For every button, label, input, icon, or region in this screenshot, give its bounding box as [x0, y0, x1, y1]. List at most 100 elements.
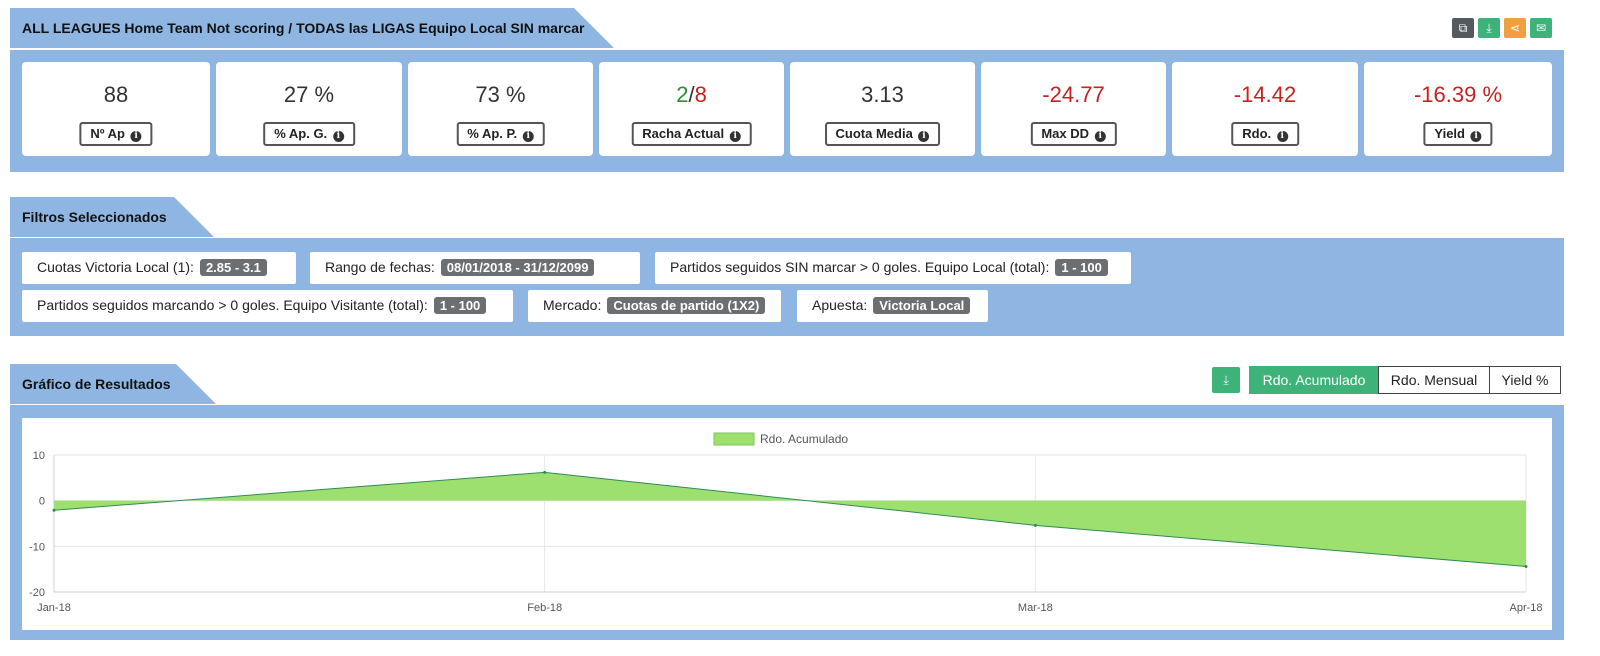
- data-point: [52, 508, 56, 512]
- email-button[interactable]: ✉: [1530, 18, 1552, 38]
- stat-card-cuota-media: 3.13 Cuota Media i: [790, 62, 975, 156]
- y-tick-label: -20: [29, 587, 45, 599]
- filters-panel: Cuotas Victoria Local (1): 2.85 - 3.1 Ran…: [10, 238, 1564, 336]
- filter-label: Partidos seguidos SIN marcar > 0 goles. …: [670, 259, 1050, 275]
- filter-rango-fechas: Rango de fechas: 08/01/2018 - 31/12/2099: [310, 252, 640, 284]
- legend-label: Rdo. Acumulado: [760, 432, 848, 446]
- stat-value: -16.39 %: [1413, 82, 1503, 107]
- tab-label: Rdo. Mensual: [1390, 372, 1478, 388]
- stat-label-button[interactable]: Max DD i: [1030, 122, 1117, 146]
- stat-label-text: Racha Actual: [642, 126, 725, 141]
- info-icon[interactable]: i: [1470, 131, 1482, 142]
- stat-card-ap-g: 27 % % Ap. G. i: [216, 62, 402, 156]
- info-icon[interactable]: i: [130, 131, 142, 142]
- stat-label-button[interactable]: % Ap. G. i: [263, 122, 355, 146]
- filter-badge: 1 - 100: [1055, 259, 1108, 276]
- series-area: [54, 472, 1526, 567]
- stat-value: 27 %: [283, 82, 335, 107]
- stat-label-text: % Ap. G.: [274, 126, 328, 141]
- stat-label-button[interactable]: Racha Actual i: [631, 122, 752, 146]
- filter-label: Mercado:: [543, 297, 602, 313]
- x-tick-label: Apr-18: [1509, 602, 1542, 614]
- filters-section: Filtros Seleccionados Cuotas Victoria Lo…: [10, 197, 1596, 337]
- tab-yield[interactable]: Yield %: [1489, 366, 1561, 394]
- stat-label-text: Nº Ap: [90, 126, 125, 141]
- series-line: [53, 471, 1527, 568]
- stat-value: 2/8: [599, 82, 784, 108]
- racha-wins: 2: [676, 82, 689, 107]
- stat-value: 73 %: [475, 82, 526, 107]
- stat-card-rdo: -14.42 Rdo. i: [1172, 62, 1358, 156]
- share-button[interactable]: ⋖: [1504, 18, 1526, 38]
- filter-apuesta: Apuesta: Victoria Local: [797, 290, 988, 322]
- share-icon: ⋖: [1509, 21, 1521, 35]
- stats-section: ALL LEAGUES Home Team Not scoring / TODA…: [10, 8, 1596, 173]
- y-tick-label: 10: [33, 450, 45, 462]
- chart-title: Gráfico de Resultados: [10, 364, 216, 404]
- data-point: [1033, 523, 1037, 527]
- stat-value: -24.77: [1042, 82, 1105, 107]
- filter-label: Apuesta:: [812, 297, 868, 313]
- page-title: ALL LEAGUES Home Team Not scoring / TODA…: [10, 8, 614, 48]
- filters-title: Filtros Seleccionados: [10, 197, 214, 237]
- stat-label-text: Cuota Media: [835, 126, 913, 141]
- stat-label-button[interactable]: % Ap. P. i: [456, 122, 545, 146]
- stat-value: -14.42: [1233, 82, 1297, 107]
- stat-value: 88: [103, 82, 129, 107]
- filters-title-text: Filtros Seleccionados: [22, 209, 167, 225]
- filter-label: Partidos seguidos marcando > 0 goles. Eq…: [37, 297, 428, 313]
- stat-card-n-ap: 88 Nº Ap i: [22, 62, 210, 156]
- info-icon[interactable]: i: [332, 131, 344, 142]
- stat-card-max-dd: -24.77 Max DD i: [981, 62, 1166, 156]
- copy-icon: ⧉: [1458, 21, 1468, 35]
- data-point: [543, 470, 547, 474]
- filter-badge: Victoria Local: [873, 297, 971, 314]
- filter-badge: 08/01/2018 - 31/12/2099: [440, 259, 595, 276]
- chart-title-text: Gráfico de Resultados: [22, 376, 171, 392]
- email-icon: ✉: [1535, 21, 1547, 35]
- download-icon: ⤓: [1223, 373, 1229, 387]
- stat-card-yield: -16.39 % Yield i: [1364, 62, 1552, 156]
- filter-badge: 2.85 - 3.1: [199, 259, 267, 276]
- x-tick-label: Feb-18: [527, 602, 562, 614]
- stat-label-text: Rdo.: [1242, 126, 1272, 141]
- tab-label: Rdo. Acumulado: [1262, 372, 1366, 388]
- stat-card-ap-p: 73 % % Ap. P. i: [408, 62, 593, 156]
- download-button[interactable]: ⤓: [1478, 18, 1500, 38]
- filter-mercado: Mercado: Cuotas de partido (1X2): [528, 290, 781, 322]
- stat-label-button[interactable]: Rdo. i: [1231, 122, 1299, 146]
- chart-container: 10 0 -10 -20 Jan-18 Feb-18 Mar-18 Apr-18 Rdo. Ac…: [22, 418, 1552, 630]
- filter-badge: Cuotas de partido (1X2): [607, 297, 766, 314]
- copy-button[interactable]: ⧉: [1452, 18, 1474, 38]
- y-tick-label: 0: [39, 496, 45, 508]
- filter-cuotas-victoria: Cuotas Victoria Local (1): 2.85 - 3.1: [22, 252, 296, 284]
- tab-label: Yield %: [1501, 372, 1549, 388]
- filter-badge: 1 - 100: [433, 297, 487, 314]
- data-point: [1524, 565, 1528, 569]
- filter-label: Rango de fechas:: [325, 259, 435, 275]
- stat-label-button[interactable]: Nº Ap i: [79, 122, 153, 146]
- x-tick-label: Jan-18: [37, 602, 71, 614]
- tab-rdo-mensual[interactable]: Rdo. Mensual: [1378, 366, 1490, 394]
- tab-rdo-acumulado[interactable]: Rdo. Acumulado: [1249, 366, 1379, 394]
- chart-download-button[interactable]: ⤓: [1212, 367, 1240, 393]
- stats-panel: 88 Nº Ap i 27 % % Ap. G. i 73 % % Ap. P.…: [10, 50, 1564, 172]
- info-icon[interactable]: i: [918, 131, 930, 142]
- stat-label-text: Yield: [1434, 126, 1465, 141]
- stat-card-racha: 2/8 Racha Actual i: [599, 62, 784, 156]
- filter-partidos-local: Partidos seguidos SIN marcar > 0 goles. …: [655, 252, 1131, 284]
- stat-label-button[interactable]: Cuota Media i: [824, 122, 941, 146]
- stat-value: 3.13: [861, 82, 904, 107]
- stat-label-button[interactable]: Yield i: [1423, 122, 1493, 146]
- info-icon[interactable]: i: [522, 131, 534, 142]
- filter-label: Cuotas Victoria Local (1):: [37, 259, 194, 275]
- info-icon[interactable]: i: [729, 131, 741, 142]
- stat-label-text: % Ap. P.: [467, 126, 518, 141]
- download-icon: ⤓: [1486, 21, 1492, 35]
- y-tick-label: -10: [29, 541, 45, 553]
- results-chart: 10 0 -10 -20 Jan-18 Feb-18 Mar-18 Apr-18 Rdo. Ac…: [29, 432, 1542, 614]
- legend-swatch: [713, 432, 755, 446]
- x-tick-label: Mar-18: [1018, 602, 1053, 614]
- info-icon[interactable]: i: [1276, 131, 1288, 142]
- info-icon[interactable]: i: [1094, 131, 1106, 142]
